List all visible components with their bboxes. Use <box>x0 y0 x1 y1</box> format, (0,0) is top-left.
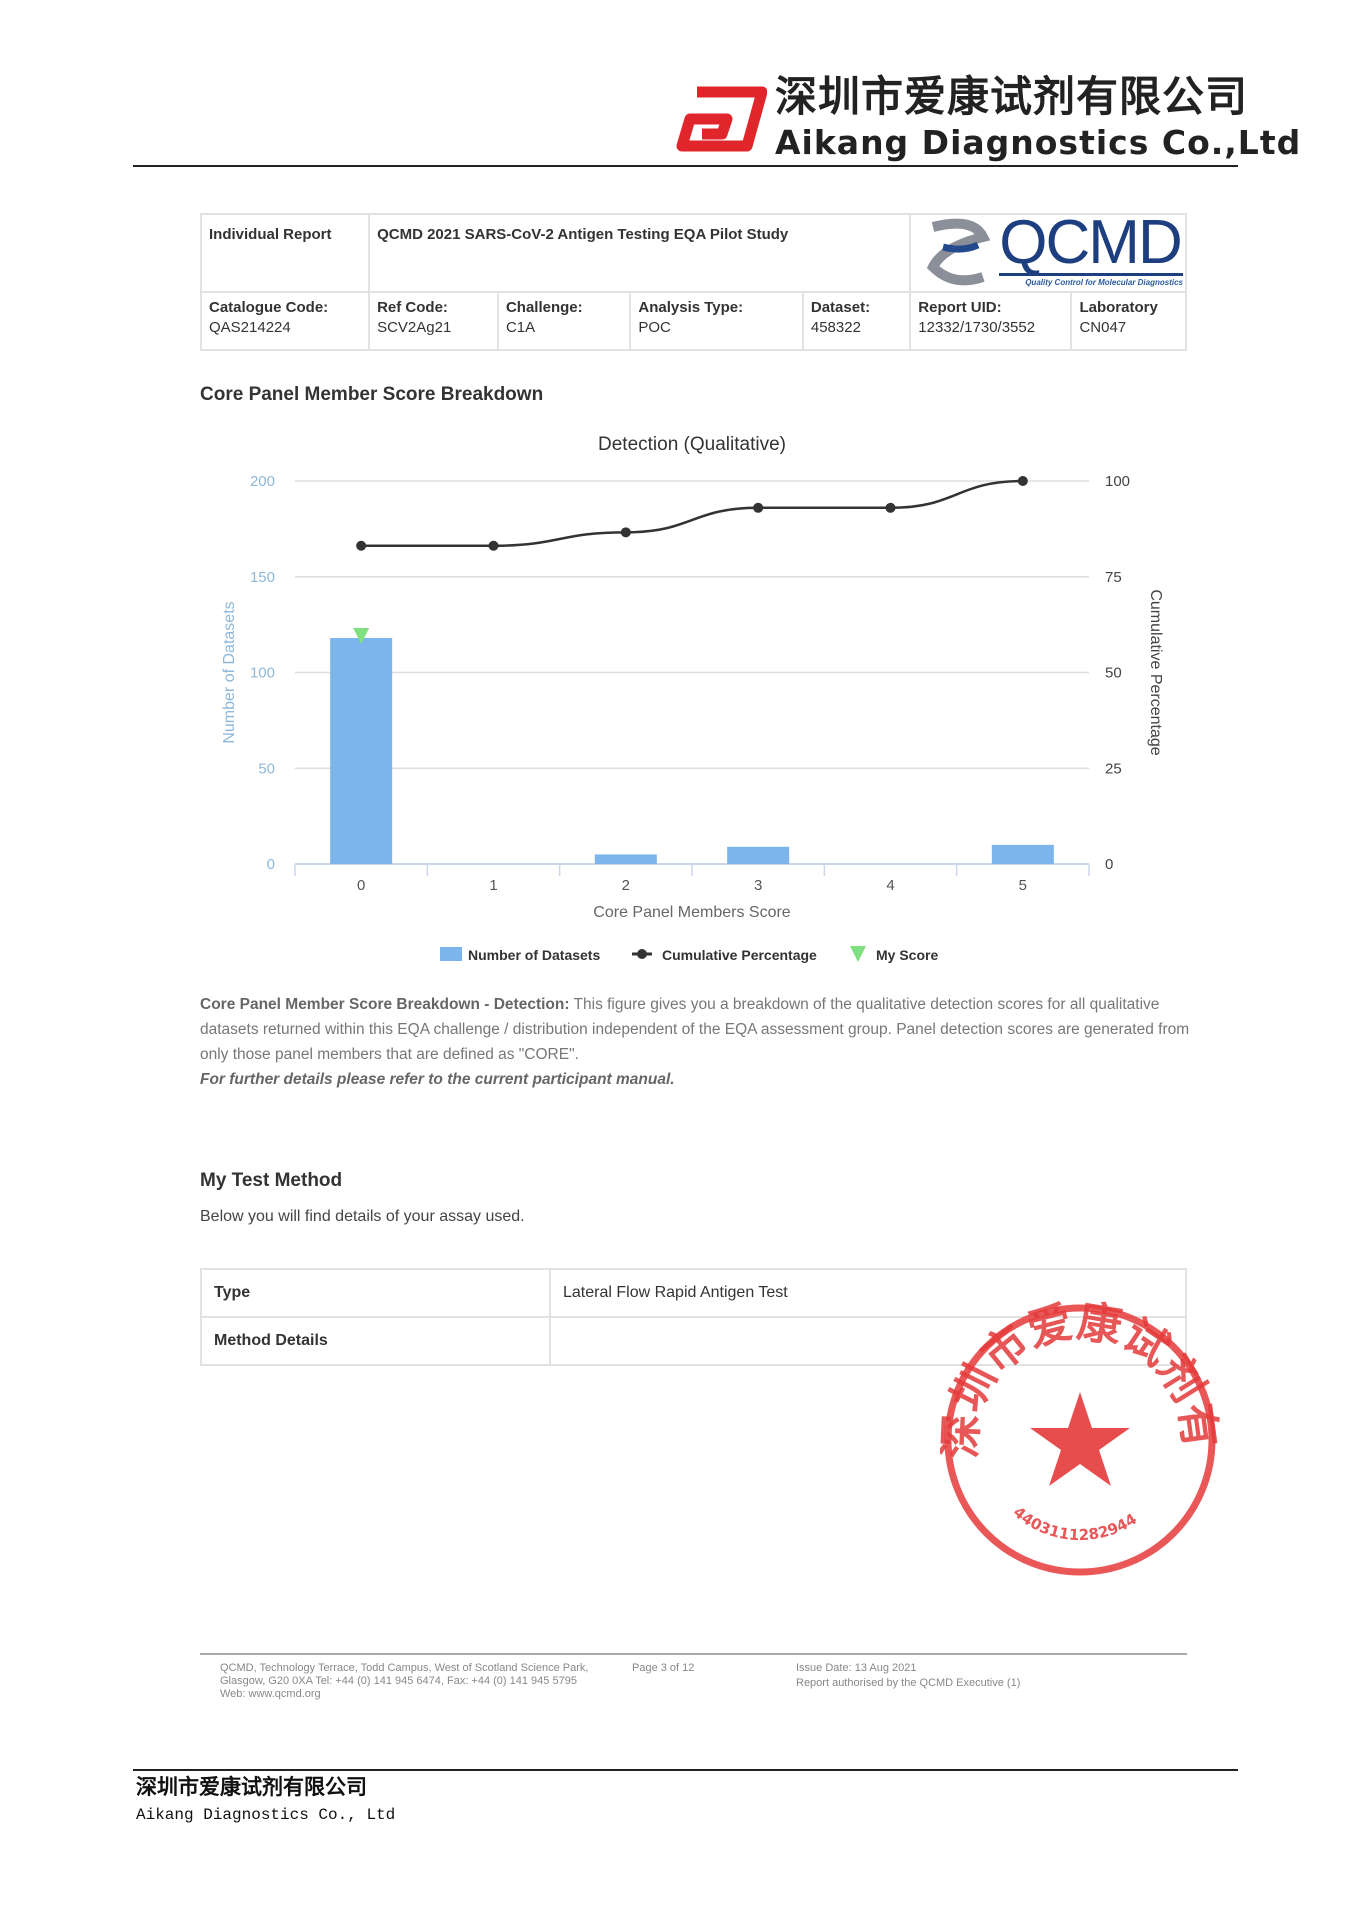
y2-tick-label: 50 <box>1105 665 1122 682</box>
info-field: Laboratory CN047 <box>1070 291 1187 351</box>
company-name-en: Aikang Diagnostics Co.,Ltd <box>775 123 1302 162</box>
y-axis-title: Number of Datasets <box>221 601 238 743</box>
field-value: QAS214224 <box>209 319 291 336</box>
field-value: C1A <box>505 319 536 336</box>
method-value: Lateral Flow Rapid Antigen Test <box>549 1268 1187 1318</box>
cumulative-point-2 <box>620 527 631 538</box>
footer-authorised: Report authorised by the QCMD Executive … <box>796 1677 1021 1689</box>
svg-text:4403111282944: 4403111282944 <box>1010 1503 1140 1544</box>
info-field: Dataset: 458322 <box>801 291 912 351</box>
info-field: Ref Code: SCV2Ag21 <box>368 291 499 351</box>
method-table: Type Lateral Flow Rapid Antigen Test Meth… <box>200 1268 1187 1366</box>
report-type: Individual Report <box>199 213 371 293</box>
method-value <box>549 1316 1187 1366</box>
cumulative-point-3 <box>753 502 764 513</box>
y-tick-label: 50 <box>258 760 275 777</box>
bar-3 <box>727 846 790 864</box>
y-tick-label: 200 <box>250 473 275 490</box>
qcmd-tagline: Quality Control for Molecular Diagnostic… <box>1025 278 1183 287</box>
field-label: Dataset: <box>810 299 871 316</box>
detection-chart: Detection (Qualitative)05010015020002550… <box>221 434 1164 963</box>
cumulative-point-5 <box>1017 476 1028 486</box>
bar-5 <box>991 844 1054 864</box>
qcmd-logo-text: QCMD <box>999 208 1182 277</box>
report-info-table: Individual Report QCMD 2021 SARS-CoV-2 A… <box>199 208 1187 351</box>
cumulative-point-4 <box>885 502 896 513</box>
method-label: Method Details <box>200 1316 551 1366</box>
section-title-breakdown: Core Panel Member Score Breakdown <box>200 384 544 405</box>
section-title-method: My Test Method <box>200 1170 343 1191</box>
field-label: Catalogue Code: <box>209 299 329 316</box>
legend-line-dot <box>637 949 647 959</box>
field-value: 458322 <box>810 319 861 336</box>
info-field: Catalogue Code: QAS214224 <box>199 291 371 351</box>
table-row: Method Details <box>200 1316 1187 1366</box>
x-tick-label: 3 <box>754 877 762 894</box>
x-tick-label: 5 <box>1019 877 1027 894</box>
company-name-cn: 深圳市爱康试剂有限公司 <box>775 72 1249 121</box>
y2-tick-label: 100 <box>1105 473 1130 490</box>
field-label: Laboratory <box>1079 299 1158 316</box>
legend-bar-swatch <box>440 947 462 961</box>
info-field: Report UID: 12332/1730/3552 <box>909 291 1073 351</box>
x-axis-title: Core Panel Members Score <box>593 904 791 921</box>
x-tick-label: 4 <box>886 877 894 894</box>
bar-2 <box>594 854 657 864</box>
my-score-marker <box>353 628 370 645</box>
y2-axis-title: Cumulative Percentage <box>1147 589 1164 755</box>
legend-cumulative-percentage: Cumulative Percentage <box>662 947 817 963</box>
aikang-logo-icon <box>676 86 767 152</box>
footer-issue-date: Issue Date: 13 Aug 2021 <box>796 1662 917 1674</box>
footer-address: QCMD, Technology Terrace, Todd Campus, W… <box>220 1662 589 1700</box>
cumulative-point-1 <box>488 540 499 551</box>
chart-description: Core Panel Member Score Breakdown - Dete… <box>200 992 1190 1092</box>
cumulative-point-0 <box>356 540 367 551</box>
qcmd-logo: QCMD Quality Control for Molecular Diagn… <box>909 208 1187 293</box>
bar-0 <box>330 638 393 864</box>
y-tick-label: 150 <box>250 569 275 586</box>
field-value: 12332/1730/3552 <box>918 319 1036 336</box>
footer-page: Page 3 of 12 <box>632 1662 695 1674</box>
qcmd-swirl-icon <box>927 218 991 286</box>
info-field: Challenge: C1A <box>496 291 632 351</box>
chart-title: Detection (Qualitative) <box>598 434 786 455</box>
y2-tick-label: 25 <box>1105 760 1122 777</box>
bottom-company-en: Aikang Diagnostics Co., Ltd <box>136 1806 396 1824</box>
field-value: POC <box>638 319 671 336</box>
legend-my-score: My Score <box>876 947 938 963</box>
field-label: Analysis Type: <box>638 299 744 316</box>
y-tick-label: 0 <box>267 856 275 873</box>
field-value: SCV2Ag21 <box>377 319 452 336</box>
header-divider <box>133 165 1238 167</box>
report-title: QCMD 2021 SARS-CoV-2 Antigen Testing EQA… <box>368 213 912 293</box>
table-row: Type Lateral Flow Rapid Antigen Test <box>200 1268 1187 1318</box>
cumulative-line <box>361 479 1023 547</box>
method-label: Type <box>200 1268 551 1318</box>
y-tick-label: 100 <box>250 665 275 682</box>
field-label: Ref Code: <box>377 299 448 316</box>
x-tick-label: 2 <box>622 877 630 894</box>
description-note: For further details please refer to the … <box>200 1071 675 1088</box>
x-tick-label: 1 <box>489 877 497 894</box>
footer-divider <box>200 1653 1187 1655</box>
company-seal-stamp: 深圳市爱康试剂有限公司 4403111282944 <box>940 1300 1220 1576</box>
x-tick-label: 0 <box>357 877 365 894</box>
description-lead: Core Panel Member Score Breakdown - Dete… <box>200 996 570 1013</box>
legend-number-of-datasets: Number of Datasets <box>468 947 600 963</box>
y2-tick-label: 0 <box>1105 856 1113 873</box>
y2-tick-label: 75 <box>1105 569 1122 586</box>
field-label: Report UID: <box>918 299 1002 316</box>
bottom-company-cn: 深圳市爱康试剂有限公司 <box>136 1774 367 1799</box>
description-text: This figure gives you a breakdown of the… <box>200 996 1190 1063</box>
legend-my-score-swatch <box>850 946 866 962</box>
bottom-divider <box>133 1769 1238 1771</box>
field-value: CN047 <box>1079 319 1127 336</box>
info-field: Analysis Type: POC <box>629 291 804 351</box>
method-subtitle: Below you will find details of your assa… <box>200 1208 525 1225</box>
field-label: Challenge: <box>505 299 583 316</box>
